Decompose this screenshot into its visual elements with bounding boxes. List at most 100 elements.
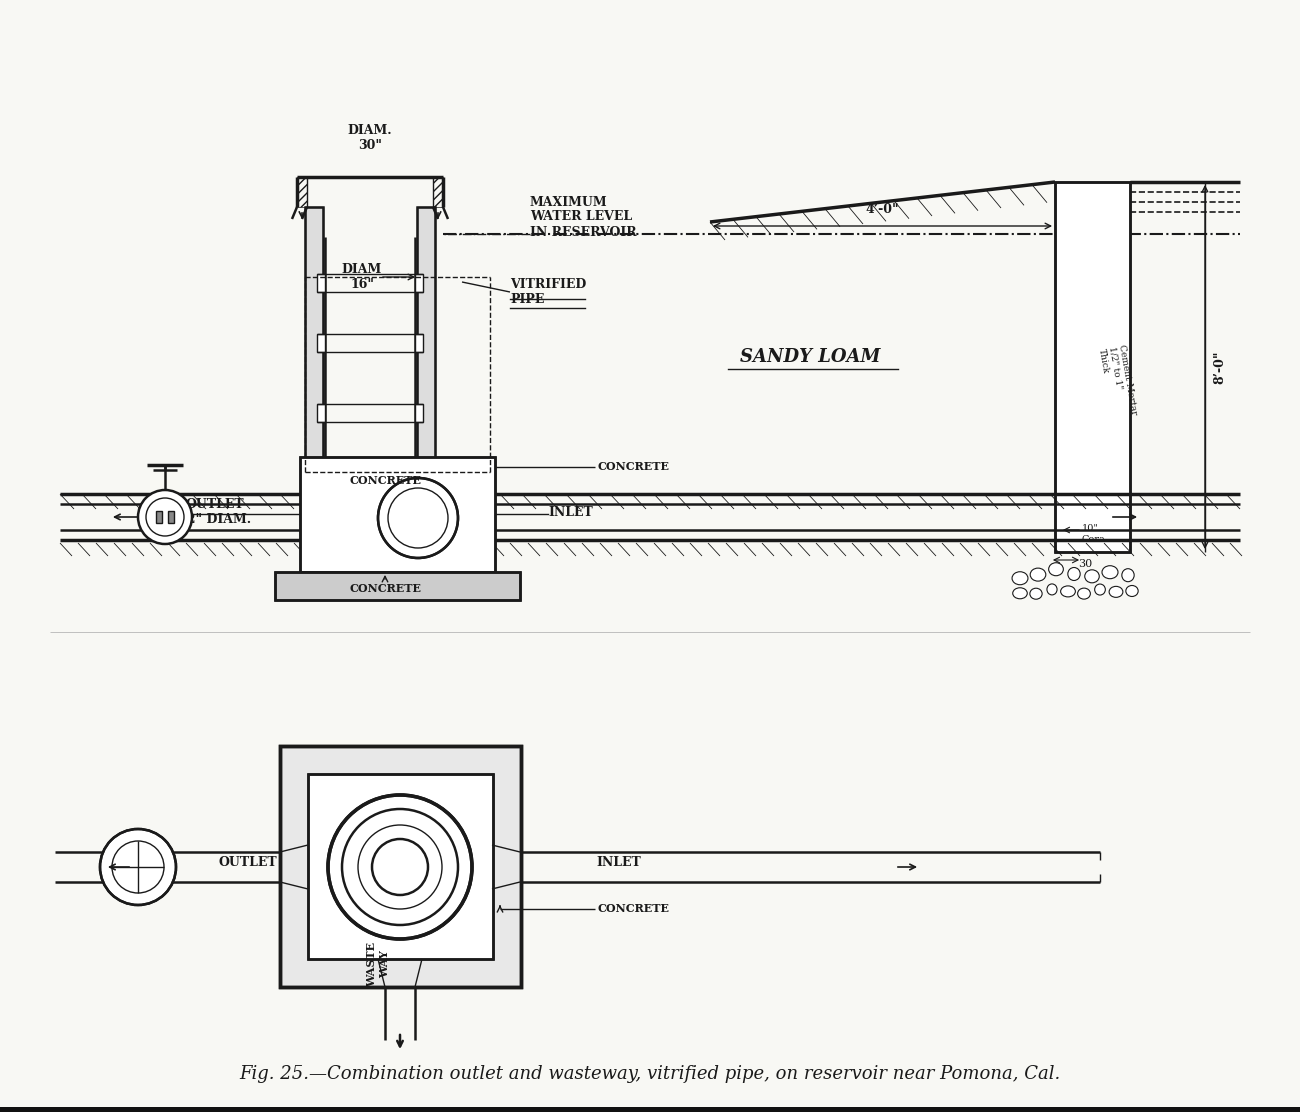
- Bar: [300, 457, 495, 572]
- FancyBboxPatch shape: [1117, 393, 1126, 408]
- Ellipse shape: [1095, 584, 1105, 595]
- Bar: [296, 177, 307, 207]
- Bar: [417, 207, 436, 577]
- FancyBboxPatch shape: [1057, 504, 1076, 520]
- Ellipse shape: [1126, 586, 1139, 596]
- Ellipse shape: [1013, 588, 1027, 598]
- Text: MAXIMUM
WATER LEVEL
IN RESERVOIR: MAXIMUM WATER LEVEL IN RESERVOIR: [530, 196, 637, 238]
- Bar: [317, 274, 325, 292]
- Bar: [320, 552, 474, 572]
- FancyBboxPatch shape: [1076, 363, 1097, 380]
- FancyBboxPatch shape: [1117, 530, 1126, 548]
- FancyBboxPatch shape: [1057, 225, 1076, 240]
- Text: 30: 30: [1078, 559, 1092, 569]
- Text: WASTE
WAY: WASTE WAY: [367, 942, 390, 986]
- FancyBboxPatch shape: [1076, 199, 1093, 212]
- FancyBboxPatch shape: [1057, 338, 1074, 353]
- Circle shape: [378, 478, 458, 558]
- FancyBboxPatch shape: [1096, 254, 1114, 268]
- Text: CONCRETE: CONCRETE: [348, 583, 421, 594]
- Ellipse shape: [1067, 567, 1080, 580]
- Circle shape: [372, 838, 428, 895]
- Text: VITRIFIED
PIPE: VITRIFIED PIPE: [510, 278, 586, 306]
- Bar: [280, 746, 521, 987]
- FancyBboxPatch shape: [1057, 529, 1075, 548]
- Bar: [280, 746, 521, 987]
- Bar: [276, 572, 520, 600]
- FancyBboxPatch shape: [1076, 502, 1093, 520]
- FancyBboxPatch shape: [1117, 450, 1126, 465]
- FancyBboxPatch shape: [1076, 307, 1095, 325]
- Ellipse shape: [1049, 563, 1063, 576]
- FancyBboxPatch shape: [1076, 418, 1097, 437]
- FancyBboxPatch shape: [1096, 451, 1115, 465]
- FancyBboxPatch shape: [1096, 535, 1114, 548]
- Bar: [415, 404, 422, 421]
- FancyBboxPatch shape: [1057, 197, 1075, 212]
- FancyBboxPatch shape: [1117, 251, 1126, 268]
- FancyBboxPatch shape: [1076, 448, 1095, 465]
- Bar: [300, 457, 320, 572]
- Bar: [280, 746, 308, 987]
- FancyBboxPatch shape: [1057, 476, 1075, 493]
- Text: 4’-0": 4’-0": [866, 203, 900, 216]
- Ellipse shape: [1084, 569, 1100, 583]
- Bar: [306, 207, 322, 577]
- Bar: [317, 474, 325, 492]
- Ellipse shape: [1030, 568, 1045, 582]
- Text: 10"
Cora: 10" Cora: [1082, 524, 1106, 544]
- Bar: [417, 207, 436, 577]
- FancyBboxPatch shape: [1117, 282, 1126, 297]
- Ellipse shape: [1013, 572, 1028, 585]
- FancyBboxPatch shape: [1096, 306, 1114, 325]
- Bar: [433, 177, 443, 207]
- Circle shape: [328, 795, 472, 939]
- Bar: [415, 474, 422, 492]
- Bar: [276, 572, 520, 600]
- Bar: [308, 774, 493, 959]
- Bar: [1056, 182, 1130, 552]
- Bar: [300, 457, 495, 572]
- FancyBboxPatch shape: [1057, 366, 1075, 380]
- Text: INLET: INLET: [595, 856, 641, 870]
- Text: OUTLET
12" DIAM.: OUTLET 12" DIAM.: [178, 498, 252, 526]
- Text: DIAM
16": DIAM 16": [342, 264, 382, 291]
- Bar: [276, 572, 520, 600]
- Text: DIAM.
30": DIAM. 30": [347, 125, 393, 152]
- FancyBboxPatch shape: [1076, 532, 1096, 548]
- FancyBboxPatch shape: [1057, 308, 1075, 325]
- Text: CONCRETE: CONCRETE: [598, 903, 670, 914]
- Bar: [1056, 182, 1130, 552]
- Bar: [0, 1108, 1300, 1112]
- Ellipse shape: [1046, 584, 1057, 595]
- Bar: [415, 334, 422, 353]
- FancyBboxPatch shape: [1117, 506, 1126, 520]
- FancyBboxPatch shape: [1117, 310, 1126, 325]
- FancyBboxPatch shape: [1096, 338, 1115, 353]
- FancyBboxPatch shape: [1076, 338, 1093, 353]
- FancyBboxPatch shape: [1117, 197, 1126, 212]
- FancyBboxPatch shape: [1096, 363, 1117, 380]
- Ellipse shape: [1102, 566, 1118, 578]
- FancyBboxPatch shape: [1076, 478, 1095, 493]
- Ellipse shape: [1122, 568, 1134, 582]
- Bar: [168, 512, 174, 523]
- FancyBboxPatch shape: [1096, 506, 1117, 520]
- Bar: [306, 207, 322, 577]
- Circle shape: [100, 830, 176, 905]
- FancyBboxPatch shape: [1057, 393, 1074, 408]
- Ellipse shape: [1109, 586, 1123, 597]
- Text: INLET: INLET: [549, 506, 593, 518]
- Bar: [308, 747, 493, 775]
- Text: Cement Mortar
1/2" to 1"
Thick: Cement Mortar 1/2" to 1" Thick: [1097, 345, 1139, 419]
- FancyBboxPatch shape: [1096, 196, 1114, 212]
- FancyBboxPatch shape: [1057, 251, 1076, 268]
- Circle shape: [138, 490, 192, 544]
- FancyBboxPatch shape: [1117, 225, 1126, 240]
- Text: Fig. 25.—Combination outlet and wasteway, vitrified pipe, on reservoir near Pomo: Fig. 25.—Combination outlet and wasteway…: [239, 1065, 1061, 1083]
- FancyBboxPatch shape: [1076, 390, 1093, 408]
- FancyBboxPatch shape: [1096, 391, 1114, 408]
- FancyBboxPatch shape: [1096, 284, 1117, 297]
- FancyBboxPatch shape: [1096, 225, 1117, 240]
- FancyBboxPatch shape: [1096, 423, 1114, 437]
